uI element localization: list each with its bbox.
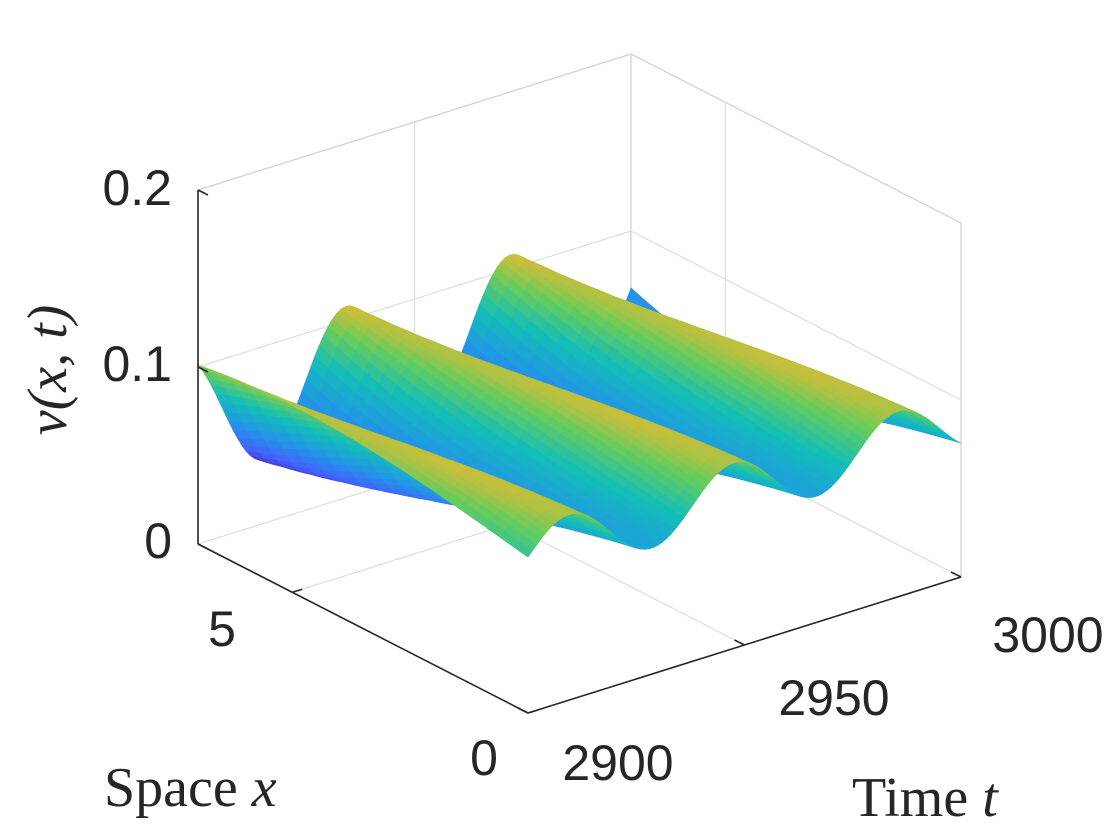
axis-line — [197, 543, 529, 714]
z-tick-mark — [197, 189, 209, 196]
t-axis-title: Time t — [852, 767, 999, 829]
z-axis-title: v(x, t) — [17, 305, 79, 436]
surface-patch — [513, 540, 533, 558]
t-tick-label: 2900 — [562, 735, 673, 791]
t-tick-mark — [734, 639, 745, 646]
z-tick-mark — [197, 366, 209, 373]
box-edge — [197, 53, 632, 191]
x-tick-label: 0 — [470, 730, 498, 786]
z-tick-label: 0 — [144, 513, 172, 569]
t-tick-mark — [517, 707, 529, 714]
box-edge — [630, 53, 962, 224]
t-tick-label: 3000 — [992, 607, 1103, 663]
z-tick-label: 0.1 — [102, 336, 172, 392]
t-tick-label: 2950 — [778, 670, 889, 726]
z-tick-label: 0.2 — [102, 160, 172, 216]
tick-labels: 0 0.1 0.2 0 5 2900 2950 3000 — [102, 160, 1103, 791]
x-axis-title: Space x — [104, 757, 277, 819]
x-tick-label: 5 — [208, 601, 236, 657]
x-tick-mark — [292, 588, 303, 594]
t-tick-mark — [950, 571, 962, 578]
z-tick-mark — [197, 543, 209, 550]
axes-lines — [197, 189, 962, 714]
x-tick-mark — [527, 709, 539, 714]
surface — [197, 253, 962, 558]
grid-line — [630, 230, 962, 401]
